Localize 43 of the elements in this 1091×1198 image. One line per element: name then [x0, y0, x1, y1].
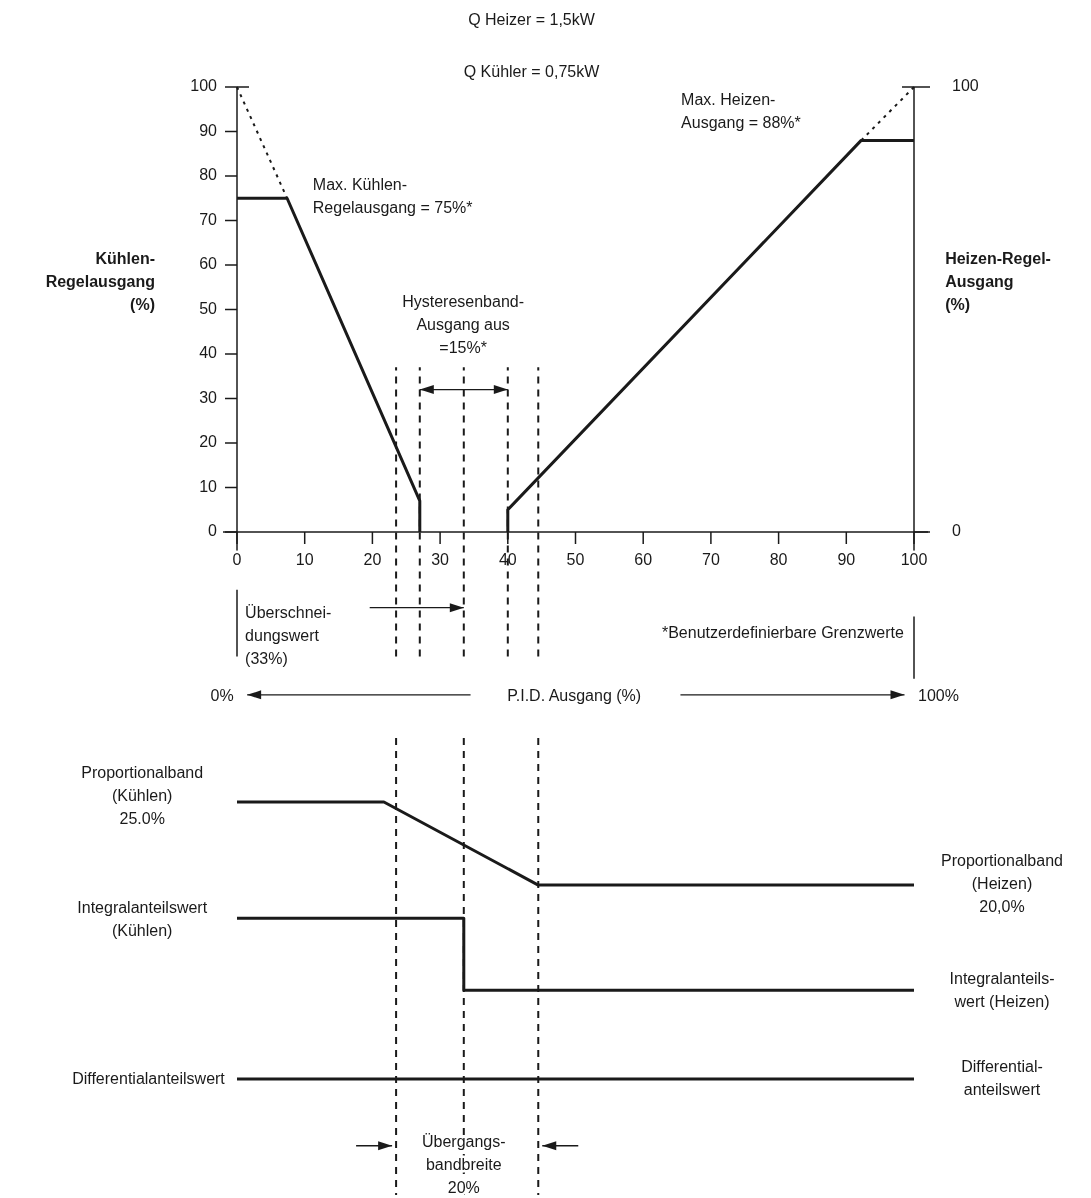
annotation: Max. Kühlen- Regelausgang = 75%* — [312, 176, 473, 217]
text: Übergangs- bandbreite 20% — [421, 1133, 506, 1197]
text: Integralanteilswert (Kühlen) — [77, 898, 208, 939]
chart-subtitle: Q Kühler = 0,75kW — [463, 63, 601, 80]
y-tick-label: 50 — [199, 299, 218, 317]
x-tick-label: 10 — [295, 551, 314, 568]
y-tick-label: 70 — [199, 210, 218, 228]
text: *Benutzerdefinierbare Grenzwerte — [661, 623, 904, 641]
x-tick-label: 100 — [900, 551, 928, 568]
y-tick-label: 30 — [199, 388, 218, 406]
y-tick-label: 90 — [199, 121, 218, 139]
text: Proportionalband (Kühlen) 25.0% — [81, 764, 204, 828]
y2-tick-label: 0 — [952, 522, 961, 540]
x-tick-label: 0 — [232, 551, 242, 568]
x-tick-label: 60 — [634, 551, 653, 568]
y-tick-label: 100 — [190, 77, 218, 95]
y-tick-label: 80 — [199, 166, 218, 184]
x-tick-label: 80 — [769, 551, 788, 568]
y2-tick-label: 100 — [952, 77, 979, 95]
y-tick-label: 10 — [199, 477, 218, 495]
x-tick-label: 30 — [431, 551, 450, 568]
y-tick-label: 40 — [199, 344, 218, 362]
text: Proportionalband (Heizen) 20,0% — [941, 851, 1063, 915]
y-axis-title: Kühlen- Regelausgang (%) — [45, 250, 155, 314]
text: P.I.D. Ausgang (%) — [507, 687, 642, 705]
text: Überschnei- dungswert (33%) — [245, 604, 332, 668]
x-tick-label: 70 — [702, 551, 720, 568]
text: Differential- anteilswert — [961, 1058, 1043, 1099]
text: Differentialanteilswert — [72, 1069, 226, 1087]
x-tick-label: 90 — [837, 551, 856, 568]
text: Integralanteils- wert (Heizen) — [949, 969, 1055, 1010]
x-tick-label: 50 — [566, 551, 585, 568]
x-tick-label: 20 — [363, 551, 382, 568]
annotation: Hysteresenband- Ausgang aus =15%* — [402, 293, 525, 357]
text: 0% — [210, 687, 234, 705]
y-tick-label: 60 — [199, 255, 218, 273]
annotation: Max. Heizen- Ausgang = 88%* — [681, 90, 801, 131]
x-tick-label: 40 — [498, 551, 517, 568]
text: 100% — [918, 687, 959, 705]
y2-axis-title: Heizen-Regel- Ausgang (%) — [945, 250, 1051, 314]
y-tick-label: 20 — [199, 433, 218, 451]
chart-title: Q Heizer = 1,5kW — [468, 11, 596, 28]
y-tick-label: 0 — [208, 522, 218, 540]
